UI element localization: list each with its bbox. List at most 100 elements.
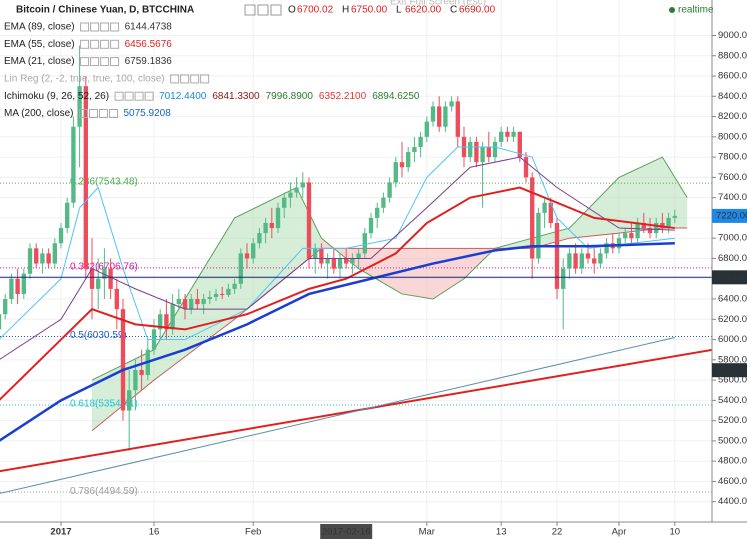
candle-body: [573, 253, 578, 269]
legend-icon[interactable]: [90, 22, 100, 32]
candle-body: [195, 299, 200, 305]
legend-icon[interactable]: [100, 39, 110, 49]
candle-body: [406, 152, 411, 168]
legend-icon[interactable]: [144, 91, 154, 101]
candle-body: [492, 141, 498, 158]
crosshair-date: 2017-02-16: [322, 527, 371, 538]
candle-body: [430, 106, 436, 122]
candle-body: [331, 258, 336, 269]
candle-body: [27, 248, 33, 274]
legend-name[interactable]: Lin Reg (2, -2, true, true, 100, close): [4, 74, 165, 85]
legend-icon[interactable]: [114, 91, 124, 101]
legend-icon[interactable]: [88, 109, 98, 118]
indicator-line: [0, 242, 675, 442]
candle-body: [164, 314, 169, 330]
candle-body: [604, 243, 609, 254]
legend-name[interactable]: EMA (89, close): [4, 22, 75, 33]
legend-icon[interactable]: [90, 57, 100, 67]
candle-body: [189, 299, 194, 310]
candle-body: [213, 293, 219, 297]
y-tick-label: 8400.00: [718, 91, 747, 102]
y-tick-label: 7800.00: [718, 152, 747, 163]
legend-name[interactable]: EMA (55, close): [4, 39, 75, 50]
y-tick-label: 8200.00: [718, 111, 747, 122]
candle-body: [108, 268, 113, 289]
legend-icon[interactable]: [100, 57, 110, 67]
candle-body: [523, 157, 529, 178]
legend-icon[interactable]: [190, 74, 200, 84]
y-tick-label: 7000.00: [718, 233, 747, 244]
ohlc-letter: O: [288, 5, 296, 16]
candle-body: [561, 268, 566, 289]
candle-body: [375, 207, 380, 218]
legend-name[interactable]: EMA (21, close): [4, 56, 75, 67]
icon[interactable]: [257, 4, 269, 16]
candle-body: [530, 177, 535, 259]
y-tick-label: 6000.00: [718, 334, 747, 345]
legend-icon[interactable]: [134, 91, 144, 101]
legend-icon[interactable]: [200, 74, 210, 84]
legend-name[interactable]: Ichimoku (9, 26, 52, 26): [4, 91, 109, 102]
ohlc-value: 6750.00: [351, 5, 388, 16]
candle-body: [598, 253, 603, 264]
legend-icon[interactable]: [108, 109, 118, 118]
ohlc-letter: H: [342, 5, 349, 16]
x-tick-label: 16: [149, 527, 160, 538]
legend-icon[interactable]: [110, 57, 120, 67]
candle-body: [474, 141, 479, 163]
fib-label: 0.786(4494.59): [70, 486, 138, 497]
ichimoku-cloud: [234, 187, 297, 320]
y-tick-label: 5000.00: [718, 435, 747, 446]
candle-body: [127, 390, 132, 411]
exit-fullscreen[interactable]: Exit Full Screen (Esc): [390, 0, 486, 8]
candle-body: [170, 304, 175, 330]
legend-icon[interactable]: [90, 39, 100, 49]
y-tick-label: 4800.00: [718, 456, 747, 467]
candle-body: [393, 162, 398, 183]
legend-icon[interactable]: [80, 57, 90, 67]
candle-body: [182, 299, 188, 310]
legend-icon[interactable]: [110, 39, 120, 49]
x-tick-label: 22: [552, 527, 563, 538]
candle-body: [641, 222, 646, 229]
legend-icon[interactable]: [98, 109, 108, 118]
plot-area: 0.236(7543.48)0.382(6706.76)0.5(6030.59)…: [0, 0, 712, 522]
x-tick-label: 10: [670, 527, 681, 538]
y-tick-label: 6200.00: [718, 314, 747, 325]
candle-body: [672, 215, 677, 218]
y-tick-label: 5200.00: [718, 415, 747, 426]
legend-icon[interactable]: [80, 22, 90, 32]
legend-icon[interactable]: [80, 39, 90, 49]
icon[interactable]: [270, 4, 282, 16]
indicator-line: [0, 156, 675, 360]
y-tick-label: 4600.00: [718, 476, 747, 487]
legend-panel: Exit Full Screen (Esc) Bitcoin / Chinese …: [4, 0, 714, 119]
legend-icon[interactable]: [78, 109, 88, 118]
candle-body: [592, 258, 597, 264]
legend-icon[interactable]: [180, 74, 190, 84]
candle-body: [585, 253, 591, 259]
candle-body: [449, 101, 454, 107]
legend-icon[interactable]: [100, 22, 110, 32]
candle-body: [517, 131, 522, 158]
candle-body: [486, 146, 491, 158]
candle-body: [133, 369, 138, 391]
candle-body: [46, 253, 51, 264]
legend-icon[interactable]: [110, 22, 120, 32]
icon[interactable]: [244, 4, 256, 16]
ichimoku-cloud: [662, 157, 688, 229]
ichimoku-cloud: [358, 248, 403, 294]
candle-body: [282, 197, 287, 208]
candle-body: [511, 131, 516, 137]
candle-body: [294, 187, 299, 193]
legend-icon[interactable]: [170, 74, 180, 84]
x-tick-label: Apr: [612, 527, 627, 538]
legend-name[interactable]: MA (200, close): [4, 108, 73, 119]
ichimoku-span: [91, 156, 688, 381]
candle-body: [3, 299, 8, 315]
candle-body: [654, 222, 659, 234]
candle-body: [418, 136, 423, 147]
legend-icon[interactable]: [124, 91, 134, 101]
candle-body: [15, 278, 20, 294]
